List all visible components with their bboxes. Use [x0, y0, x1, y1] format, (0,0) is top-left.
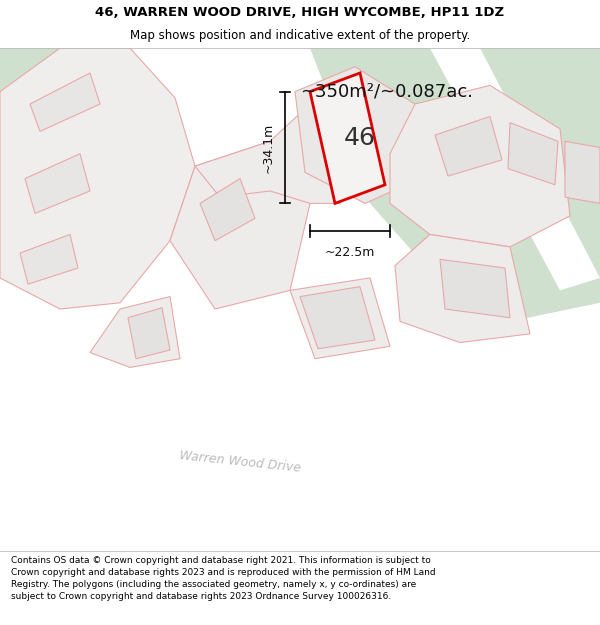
Polygon shape — [310, 73, 385, 203]
Polygon shape — [90, 297, 180, 368]
Polygon shape — [20, 234, 78, 284]
Polygon shape — [435, 116, 502, 176]
Text: Contains OS data © Crown copyright and database right 2021. This information is : Contains OS data © Crown copyright and d… — [11, 556, 436, 601]
Polygon shape — [0, 48, 110, 141]
Polygon shape — [508, 122, 558, 185]
Polygon shape — [200, 179, 255, 241]
Text: 46: 46 — [343, 126, 376, 150]
Polygon shape — [290, 278, 390, 359]
Text: ~350m²/~0.087ac.: ~350m²/~0.087ac. — [300, 82, 473, 101]
Polygon shape — [295, 67, 420, 203]
Polygon shape — [565, 141, 600, 203]
Polygon shape — [310, 48, 600, 328]
Polygon shape — [128, 308, 170, 359]
Text: ~34.1m: ~34.1m — [262, 122, 275, 172]
Polygon shape — [300, 287, 375, 349]
Text: ~22.5m: ~22.5m — [325, 246, 375, 259]
Text: Map shows position and indicative extent of the property.: Map shows position and indicative extent… — [130, 29, 470, 42]
Polygon shape — [170, 141, 310, 309]
Polygon shape — [30, 73, 100, 131]
Polygon shape — [195, 104, 350, 203]
Polygon shape — [25, 154, 90, 213]
Text: Warren Wood Drive: Warren Wood Drive — [179, 449, 301, 474]
Text: 46, WARREN WOOD DRIVE, HIGH WYCOMBE, HP11 1DZ: 46, WARREN WOOD DRIVE, HIGH WYCOMBE, HP1… — [95, 6, 505, 19]
Polygon shape — [395, 234, 530, 342]
Polygon shape — [0, 427, 600, 551]
Polygon shape — [430, 48, 600, 291]
Polygon shape — [440, 259, 510, 318]
Polygon shape — [0, 48, 195, 309]
Polygon shape — [390, 86, 570, 247]
